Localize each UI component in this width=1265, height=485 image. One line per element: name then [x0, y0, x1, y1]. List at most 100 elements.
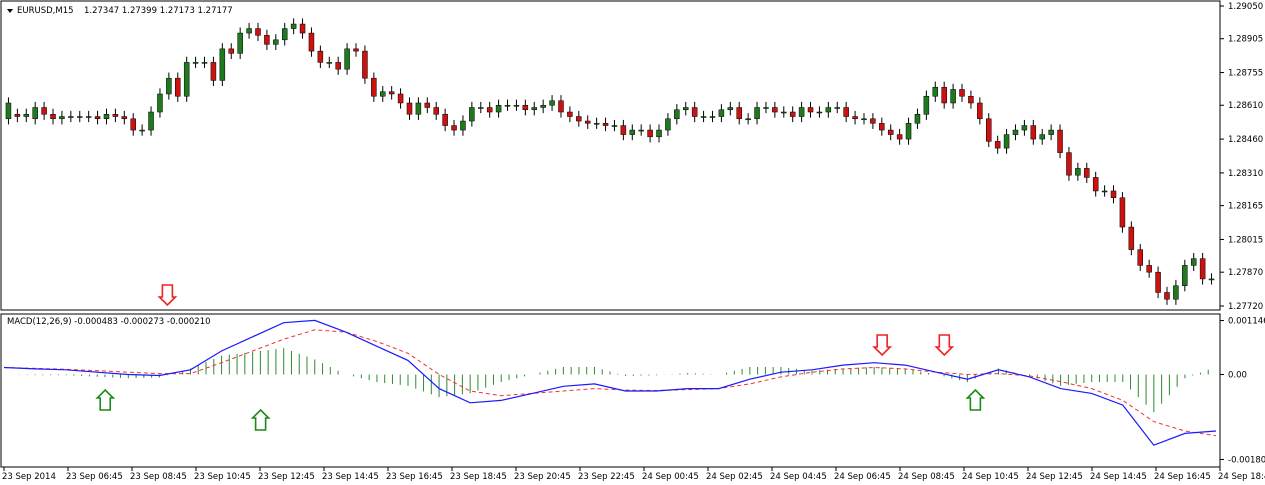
time-tick-label: 23 Sep 14:45 [322, 472, 379, 482]
candle [112, 108, 119, 123]
candle [317, 45, 324, 69]
candle [843, 101, 849, 123]
candle [941, 81, 947, 109]
candle [772, 101, 778, 118]
candle [308, 27, 315, 57]
candle [1057, 124, 1063, 159]
macd-axis: 0.001146 0.00 -0.001804 [1220, 317, 1265, 465]
candle [290, 18, 297, 35]
candle [1012, 124, 1019, 141]
candle [85, 110, 92, 123]
candle [852, 110, 858, 125]
macd-panel[interactable] [0, 313, 1221, 468]
candle [406, 97, 413, 120]
candle [121, 110, 128, 125]
candle [1030, 119, 1037, 145]
price-tick-label: 1.27870 [1228, 268, 1263, 278]
candle [1075, 162, 1081, 181]
candle [1164, 286, 1170, 305]
candle [870, 113, 876, 129]
candle [1048, 124, 1054, 141]
candle [700, 110, 707, 123]
candle [281, 22, 288, 46]
candle [896, 128, 903, 145]
candle [763, 101, 769, 114]
candle [94, 110, 101, 125]
candle [344, 43, 350, 75]
candle [745, 113, 751, 125]
candle [41, 101, 47, 120]
price-tick-label: 1.28015 [1228, 235, 1263, 245]
candle [727, 101, 734, 116]
candle [388, 86, 395, 100]
candle [584, 115, 591, 129]
candle [1084, 162, 1090, 184]
candle [1110, 185, 1117, 204]
candle [183, 56, 190, 102]
candle [14, 108, 21, 123]
candle [736, 101, 742, 125]
time-tick-label: 24 Sep 06:45 [834, 472, 891, 482]
candle [1039, 128, 1045, 145]
candle [1101, 185, 1108, 197]
price-panel[interactable] [0, 0, 1221, 311]
macd-tick-label: -0.001804 [1228, 455, 1265, 465]
chart-header: EURUSD,M15 1.27347 1.27399 1.27173 1.271… [7, 6, 233, 16]
candles-layer [5, 18, 1215, 305]
signal-arrows-layer [95, 284, 986, 431]
candle [798, 101, 805, 123]
price-tick-label: 1.28310 [1228, 169, 1263, 179]
chevron-down-icon[interactable] [7, 9, 13, 13]
candle [986, 113, 992, 147]
candle [201, 56, 208, 69]
candle [887, 124, 894, 141]
candle [718, 104, 725, 123]
ohlc-label: 1.27347 1.27399 1.27173 1.27177 [84, 6, 233, 16]
candle [255, 22, 261, 41]
time-tick-label: 23 Sep 06:45 [66, 472, 123, 482]
macd-tick-label: 0.001146 [1228, 317, 1265, 327]
candle [540, 99, 546, 114]
price-axis: 1.29050 1.28905 1.28755 1.28610 1.28460 1.283… [1220, 2, 1263, 312]
candle [522, 99, 529, 116]
candle [504, 99, 511, 111]
candle [593, 117, 600, 129]
candle [1146, 259, 1152, 278]
time-tick-label: 24 Sep 14:45 [1090, 472, 1147, 482]
candle [1003, 128, 1010, 154]
candle [656, 124, 662, 143]
candle [166, 72, 172, 100]
candle [629, 124, 636, 141]
macd-line [3, 319, 1217, 446]
candle [932, 81, 939, 102]
time-tick-label: 23 Sep 08:45 [130, 472, 187, 482]
candle [219, 43, 226, 87]
buy-arrow-icon [965, 388, 986, 411]
buy-arrow-icon [250, 408, 271, 431]
price-tick-label: 1.28905 [1228, 35, 1263, 45]
candle [1173, 280, 1179, 305]
candle [576, 110, 582, 127]
price-tick-label: 1.28165 [1228, 202, 1263, 212]
candle [816, 106, 823, 118]
time-tick-label: 24 Sep 02:45 [706, 472, 763, 482]
candle [1137, 243, 1143, 272]
candle [959, 83, 965, 102]
candle [914, 108, 921, 129]
candle [549, 95, 555, 111]
candle [647, 124, 653, 143]
time-tick-label: 24 Sep 00:45 [642, 472, 699, 482]
candle [175, 72, 181, 102]
candle [380, 86, 386, 102]
candle [1066, 146, 1072, 181]
sell-arrow-icon [872, 334, 893, 357]
macd-tick-label: 0.00 [1228, 371, 1247, 381]
candle [32, 101, 38, 125]
symbol-label: EURUSD,M15 [17, 6, 74, 16]
candle [754, 101, 760, 125]
candle [905, 117, 912, 145]
time-tick-label: 23 Sep 10:45 [194, 472, 251, 482]
candle [451, 119, 457, 136]
candle [602, 117, 609, 132]
